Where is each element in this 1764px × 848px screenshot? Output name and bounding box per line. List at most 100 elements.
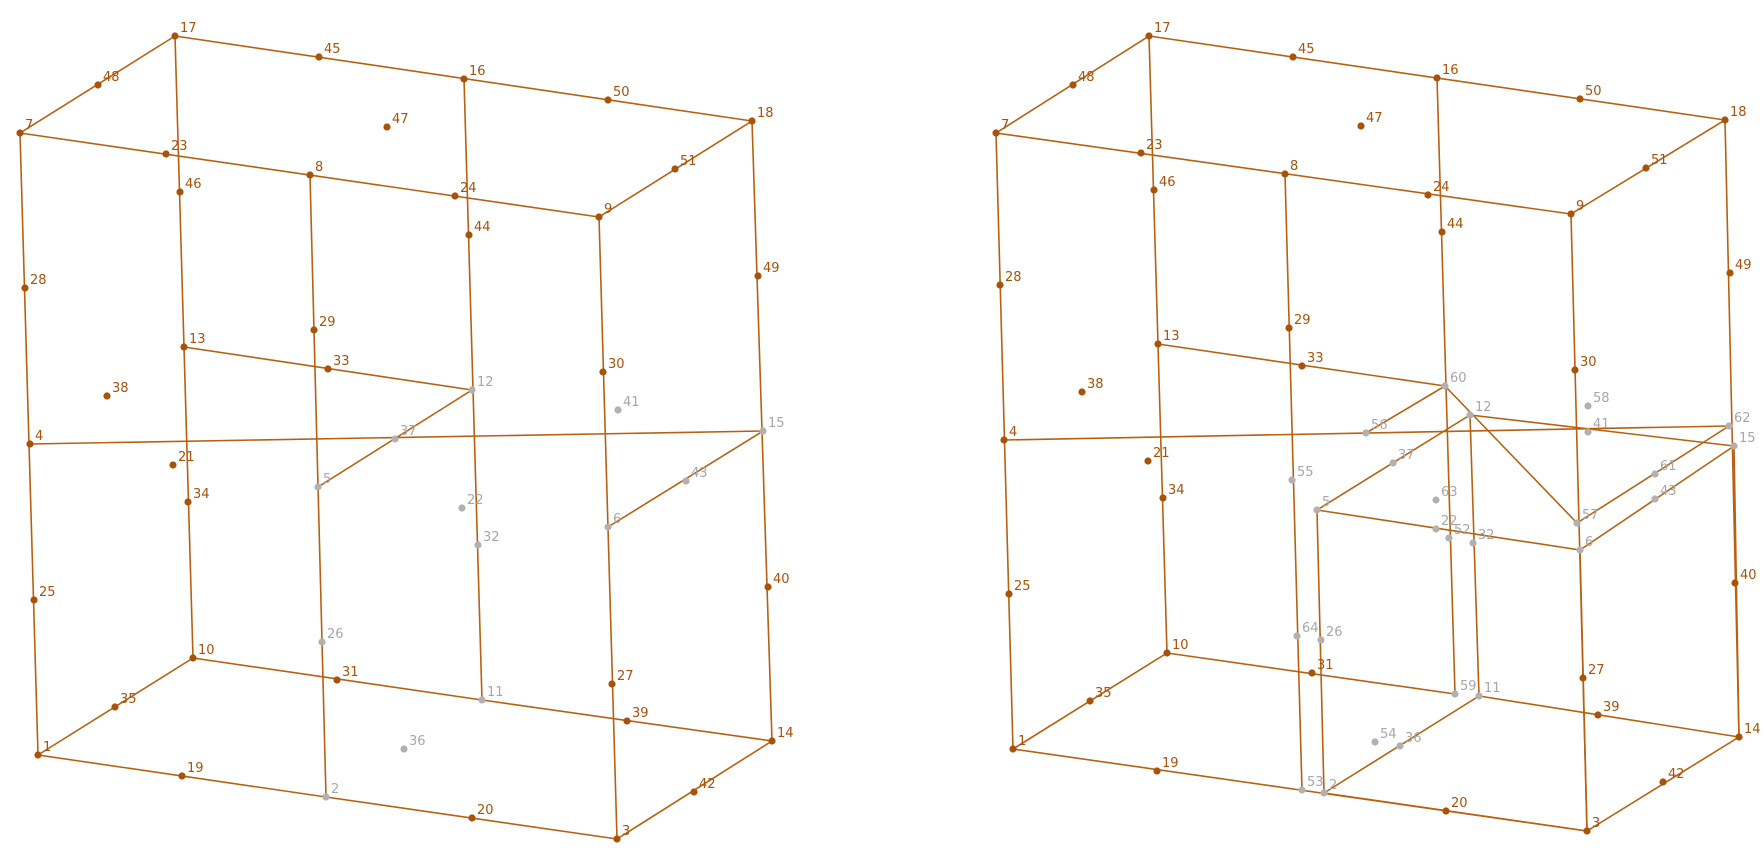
left-vertex-label-51: 51 [680, 154, 697, 169]
left-vertex-27 [608, 680, 616, 688]
left-vertex-44 [465, 231, 473, 239]
right-vertex-4 [1000, 436, 1008, 444]
right-edge-56-60 [1365, 385, 1446, 434]
right-vertex-label-1: 1 [1018, 734, 1026, 749]
left-vertex-label-18: 18 [757, 106, 774, 121]
left-vertex-label-4: 4 [35, 429, 43, 444]
left-vertex-26 [318, 638, 326, 646]
right-edge-60-57 [1444, 385, 1578, 524]
right-vertex-label-11: 11 [1484, 681, 1501, 696]
right-vertex-label-64: 64 [1302, 621, 1319, 636]
right-vertex-13 [1154, 340, 1162, 348]
right-vertex-label-54: 54 [1380, 727, 1397, 742]
right-vertex-36 [1396, 742, 1404, 750]
left-vertex-label-5: 5 [323, 472, 331, 487]
right-vertex-59 [1451, 690, 1459, 698]
left-vertex-label-6: 6 [613, 512, 621, 527]
right-vertex-label-24: 24 [1433, 180, 1450, 195]
right-vertex-55 [1288, 476, 1296, 484]
right-vertex-21 [1144, 457, 1152, 465]
right-vertex-10 [1163, 649, 1171, 657]
right-vertex-label-22: 22 [1441, 514, 1458, 529]
right-vertex-64 [1293, 632, 1301, 640]
right-vertex-20 [1442, 807, 1450, 815]
right-vertex-50 [1576, 95, 1584, 103]
left-vertex-label-15: 15 [768, 416, 785, 431]
left-vertex-label-27: 27 [617, 669, 634, 684]
left-vertex-36 [400, 745, 408, 753]
right-vertex-label-42: 42 [1668, 767, 1685, 782]
right-vertex-label-10: 10 [1172, 638, 1189, 653]
left-vertex-42 [690, 788, 698, 796]
left-vertex-22 [458, 504, 466, 512]
right-vertex-57 [1573, 519, 1581, 527]
right-vertex-28 [996, 281, 1004, 289]
right-vertex-label-49: 49 [1735, 258, 1752, 273]
right-vertex-17 [1145, 32, 1153, 40]
right-vertex-label-33: 33 [1307, 351, 1324, 366]
left-vertex-51 [671, 165, 679, 173]
right-vertex-8 [1281, 170, 1289, 178]
left-vertex-label-7: 7 [25, 118, 33, 133]
left-vertex-label-43: 43 [691, 466, 708, 481]
right-vertex-48 [1069, 81, 1077, 89]
right-vertex-47 [1357, 122, 1365, 130]
right-diagram: 1234567891011121314151617181920212223242… [992, 21, 1761, 835]
right-vertex-18 [1721, 116, 1729, 124]
right-vertex-27 [1579, 674, 1587, 682]
left-vertex-label-24: 24 [460, 181, 477, 196]
right-vertex-label-29: 29 [1294, 313, 1311, 328]
left-vertex-label-44: 44 [474, 220, 491, 235]
left-vertex-label-16: 16 [469, 64, 486, 79]
right-vertex-49 [1726, 269, 1734, 277]
right-vertex-11 [1475, 692, 1483, 700]
right-vertex-43 [1651, 495, 1659, 503]
right-vertex-60 [1441, 382, 1449, 390]
right-vertex-53 [1298, 786, 1306, 794]
left-vertex-31 [333, 676, 341, 684]
left-vertex-4 [26, 440, 34, 448]
right-vertex-38 [1078, 388, 1086, 396]
left-vertex-label-13: 13 [189, 332, 206, 347]
left-diagram: 1234567891011121314151617181920212223242… [16, 21, 794, 843]
right-vertex-7 [992, 129, 1000, 137]
left-vertex-label-40: 40 [773, 572, 790, 587]
right-vertex-label-14: 14 [1744, 722, 1761, 737]
left-vertex-label-37: 37 [400, 424, 417, 439]
left-vertex-47 [383, 123, 391, 131]
left-vertex-label-29: 29 [319, 315, 336, 330]
left-vertex-6 [604, 523, 612, 531]
right-vertex-40 [1731, 579, 1739, 587]
right-vertex-30 [1571, 366, 1579, 374]
left-vertex-label-50: 50 [613, 85, 630, 100]
left-vertex-41 [614, 406, 622, 414]
left-vertex-43 [682, 477, 690, 485]
right-vertex-label-32: 32 [1478, 528, 1495, 543]
left-vertex-11 [478, 696, 486, 704]
right-vertex-label-46: 46 [1159, 175, 1176, 190]
left-vertex-label-34: 34 [193, 487, 210, 502]
left-vertex-33 [324, 365, 332, 373]
left-vertex-23 [162, 150, 170, 158]
right-vertex-label-2: 2 [1329, 778, 1337, 793]
right-vertex-label-13: 13 [1163, 329, 1180, 344]
right-vertex-25 [1005, 590, 1013, 598]
right-vertex-label-45: 45 [1298, 42, 1315, 57]
right-vertex-label-17: 17 [1154, 21, 1171, 36]
right-vertex-label-27: 27 [1588, 663, 1605, 678]
right-vertex-label-40: 40 [1740, 568, 1757, 583]
left-vertex-29 [310, 326, 318, 334]
right-vertex-label-8: 8 [1290, 159, 1298, 174]
left-vertex-16 [460, 75, 468, 83]
right-vertex-label-7: 7 [1001, 118, 1009, 133]
left-vertex-45 [315, 53, 323, 61]
left-vertex-label-47: 47 [392, 112, 409, 127]
right-vertex-label-39: 39 [1603, 700, 1620, 715]
left-vertex-label-42: 42 [699, 777, 716, 792]
left-vertex-8 [306, 171, 314, 179]
left-vertex-label-31: 31 [342, 665, 359, 680]
left-vertex-label-11: 11 [487, 685, 504, 700]
right-vertex-33 [1298, 362, 1306, 370]
left-vertex-label-48: 48 [103, 70, 120, 85]
left-vertex-37 [391, 435, 399, 443]
